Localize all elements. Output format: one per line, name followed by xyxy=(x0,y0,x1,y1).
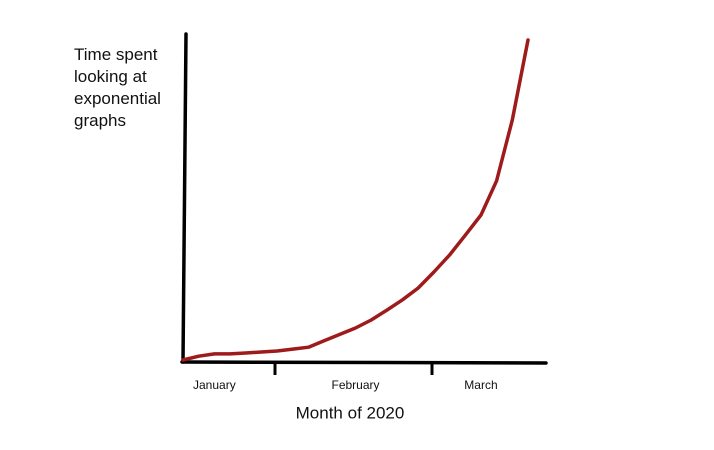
x-axis-title: Month of 2020 xyxy=(296,403,405,422)
y-axis xyxy=(181,32,188,364)
x-tick-label: February xyxy=(331,378,379,392)
x-tick-label: March xyxy=(464,378,497,392)
x-axis xyxy=(180,360,548,365)
x-tick-label: January xyxy=(193,378,236,392)
data-line xyxy=(181,38,530,362)
y-axis-title: Time spent looking at exponential graphs xyxy=(74,45,161,130)
